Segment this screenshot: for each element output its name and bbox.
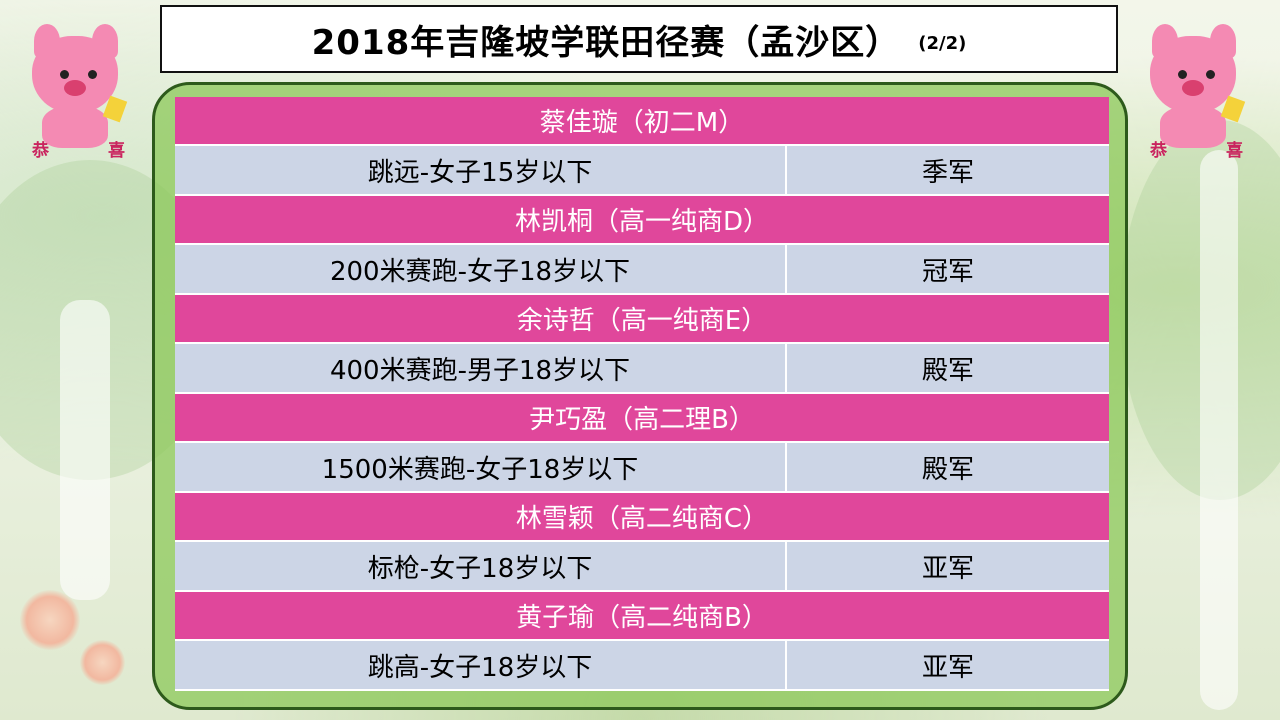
event-cell: 200米赛跑-女子18岁以下 xyxy=(175,245,787,293)
result-cell: 季军 xyxy=(921,157,974,188)
student-name-row: 林凯桐（高一纯商D） xyxy=(175,196,1109,245)
table-row: 1500米赛跑-女子18岁以下 殿军 xyxy=(175,443,1109,493)
event-cell: 跳远-女子15岁以下 xyxy=(175,146,787,194)
page-title: 2018年吉隆坡学联田径赛（孟沙区） xyxy=(311,22,901,63)
pig-nose xyxy=(1182,80,1204,96)
table-row: 跳高-女子18岁以下 亚军 xyxy=(175,641,1109,691)
background-trunk-left xyxy=(60,300,110,600)
table-row: 200米赛跑-女子18岁以下 冠军 xyxy=(175,245,1109,295)
table-row: 标枪-女子18岁以下 亚军 xyxy=(175,542,1109,592)
pig-eye xyxy=(60,70,69,79)
pig-mascot-left: 恭 喜 xyxy=(20,18,130,161)
pig-eye xyxy=(1178,70,1187,79)
page-indicator: (2/2) xyxy=(918,32,967,54)
pig-eye xyxy=(1206,70,1215,79)
result-cell: 亚军 xyxy=(921,652,974,683)
mascot-char-xi: 喜 xyxy=(1226,141,1243,161)
student-name-row: 蔡佳璇（初二M） xyxy=(175,97,1109,146)
pig-nose xyxy=(64,80,86,96)
result-cell: 亚军 xyxy=(921,553,974,584)
background-flower xyxy=(80,640,125,685)
background-flower xyxy=(20,590,80,650)
event-cell: 1500米赛跑-女子18岁以下 xyxy=(175,443,787,491)
pig-eye xyxy=(88,70,97,79)
pig-head xyxy=(1150,36,1236,114)
event-cell: 标枪-女子18岁以下 xyxy=(175,542,787,590)
title-box: 2018年吉隆坡学联田径赛（孟沙区） (2/2) xyxy=(160,5,1118,73)
student-name-row: 尹巧盈（高二理B） xyxy=(175,394,1109,443)
mascot-char-gong: 恭 xyxy=(32,141,49,161)
student-name-row: 林雪颖（高二纯商C） xyxy=(175,493,1109,542)
result-cell: 殿军 xyxy=(921,454,974,485)
table-row: 跳远-女子15岁以下 季军 xyxy=(175,146,1109,196)
result-cell: 冠军 xyxy=(921,256,974,287)
results-table: 蔡佳璇（初二M） 跳远-女子15岁以下 季军 林凯桐（高一纯商D） 200米赛跑… xyxy=(175,97,1109,691)
background-trunk-right xyxy=(1200,150,1238,710)
mascot-char-xi: 喜 xyxy=(108,141,125,161)
pig-body xyxy=(42,106,108,148)
event-cell: 400米赛跑-男子18岁以下 xyxy=(175,344,787,392)
table-row: 400米赛跑-男子18岁以下 殿军 xyxy=(175,344,1109,394)
result-cell: 殿军 xyxy=(921,355,974,386)
student-name-row: 余诗哲（高一纯商E） xyxy=(175,295,1109,344)
pig-body xyxy=(1160,106,1226,148)
event-cell: 跳高-女子18岁以下 xyxy=(175,641,787,689)
student-name-row: 黄子瑜（高二纯商B） xyxy=(175,592,1109,641)
pig-head xyxy=(32,36,118,114)
mascot-char-gong: 恭 xyxy=(1150,141,1167,161)
pig-mascot-right: 恭 喜 xyxy=(1138,18,1248,161)
